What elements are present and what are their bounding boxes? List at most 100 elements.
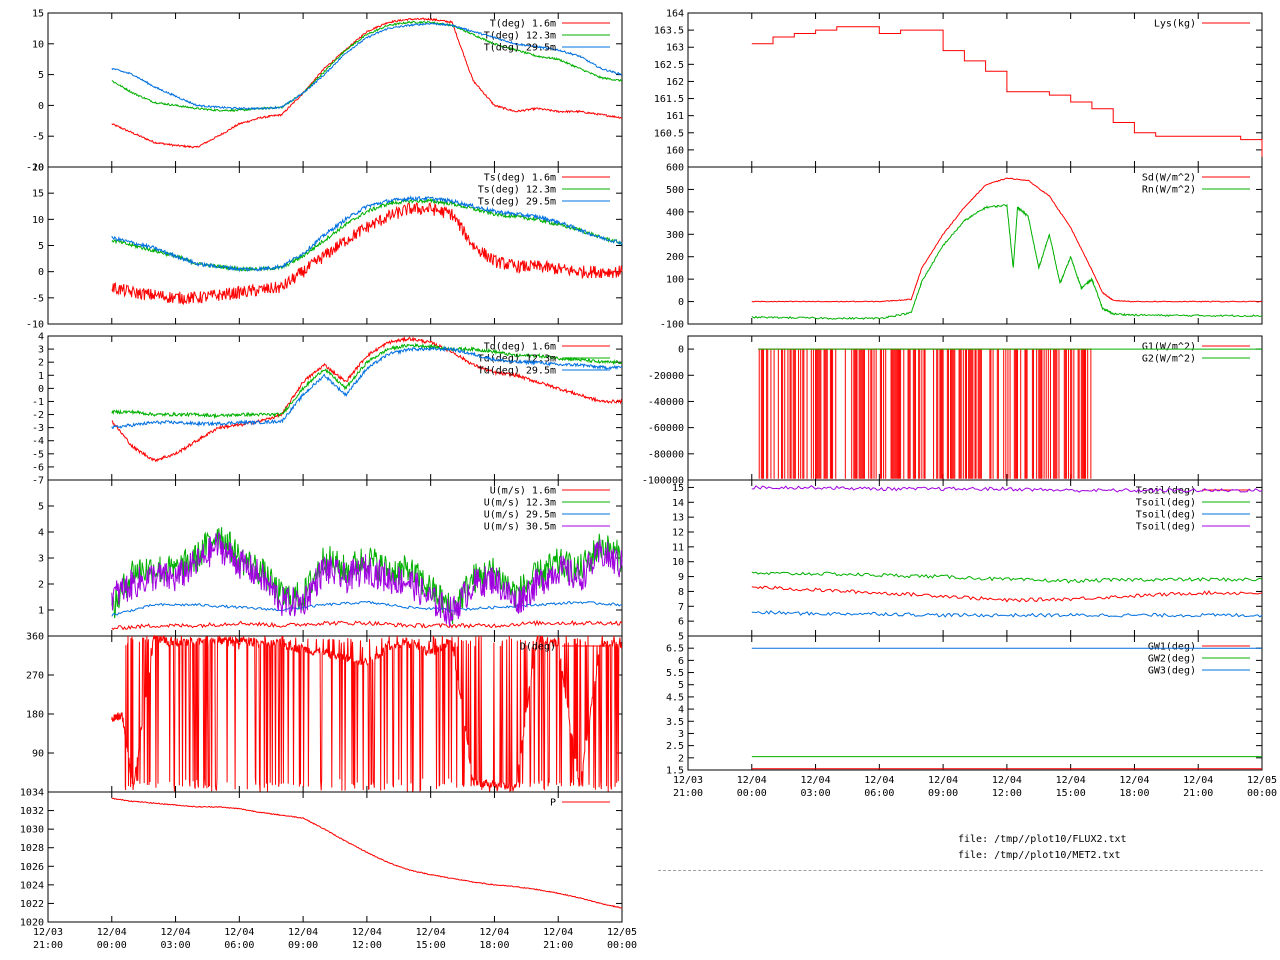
series-line	[111, 336, 623, 463]
y-tick-label: 162.5	[654, 60, 684, 71]
x-tick-label: 12:00	[992, 788, 1022, 799]
y-tick-label: 4.5	[666, 692, 684, 703]
y-tick-label: 0	[38, 384, 44, 395]
x-tick-label: 21:00	[543, 940, 573, 951]
x-tick-label: 12/04	[161, 927, 191, 938]
legend-label: Sd(W/m^2)	[1142, 173, 1196, 184]
y-tick-label: 15	[672, 483, 684, 494]
y-tick-label: 0	[38, 101, 44, 112]
y-tick-label: 300	[666, 230, 684, 241]
y-tick-label: 9	[678, 572, 684, 583]
y-tick-label: 5.5	[666, 668, 684, 679]
x-tick-label: 12/04	[1119, 775, 1149, 786]
y-tick-label: -10	[26, 163, 44, 174]
legend-label: U(m/s) 30.5m	[484, 522, 556, 533]
legend-label: Tsoil(deg)	[1136, 498, 1196, 509]
y-tick-label: 160	[666, 145, 684, 156]
y-tick-label: 0	[38, 267, 44, 278]
y-tick-label: 1022	[20, 899, 44, 910]
x-tick-label: 21:00	[33, 940, 63, 951]
y-tick-label: 4	[38, 528, 44, 539]
y-tick-label: 1024	[20, 880, 44, 891]
x-tick-label: 12/04	[97, 927, 127, 938]
x-tick-label: 00:00	[97, 940, 127, 951]
y-tick-label: 5	[678, 680, 684, 691]
y-tick-label: 12	[672, 528, 684, 539]
y-tick-label: 1030	[20, 825, 44, 836]
y-tick-label: 11	[672, 542, 684, 553]
x-tick-label: 09:00	[928, 788, 958, 799]
series-line	[111, 342, 623, 420]
y-tick-label: 1032	[20, 806, 44, 817]
y-tick-label: 7	[678, 602, 684, 613]
legend-label: Tsoil(deg)	[1136, 522, 1196, 533]
x-tick-label: 12/03	[673, 775, 703, 786]
series-line	[751, 203, 1263, 320]
y-tick-label: 14	[672, 498, 684, 509]
y-tick-label: 90	[32, 749, 44, 760]
y-tick-label: 10	[672, 557, 684, 568]
x-tick-label: 12/04	[543, 927, 573, 938]
series-line	[751, 610, 1263, 618]
series-line	[111, 345, 623, 429]
y-tick-label: -2	[32, 410, 44, 421]
x-tick-label: 12/04	[479, 927, 509, 938]
y-tick-label: -4	[32, 436, 44, 447]
series-line	[111, 619, 623, 631]
y-tick-label: 13	[672, 513, 684, 524]
y-tick-label: 2	[38, 358, 44, 369]
x-tick-label: 12/04	[864, 775, 894, 786]
y-tick-label: 3	[38, 554, 44, 565]
panel-frame	[687, 166, 1263, 325]
legend-label: P	[550, 798, 556, 809]
x-tick-label: 15:00	[1056, 788, 1086, 799]
series-line	[111, 17, 623, 149]
y-tick-label: 4	[38, 332, 44, 343]
x-tick-label: 21:00	[673, 788, 703, 799]
y-tick-label: 2.5	[666, 741, 684, 752]
y-tick-label: 5	[38, 241, 44, 252]
series-line	[751, 485, 1263, 493]
x-tick-label: 12:00	[352, 940, 382, 951]
y-tick-label: 8	[678, 587, 684, 598]
legend-label: Td(deg) 29.5m	[478, 366, 556, 377]
y-tick-label: 400	[666, 207, 684, 218]
y-tick-label: 1	[38, 371, 44, 382]
y-tick-label: 200	[666, 252, 684, 263]
series-line	[111, 20, 623, 113]
y-tick-label: 15	[32, 189, 44, 200]
x-tick-label: 09:00	[288, 940, 318, 951]
x-tick-label: 12/04	[416, 927, 446, 938]
y-tick-label: -3	[32, 423, 44, 434]
y-tick-label: 600	[666, 163, 684, 174]
y-tick-label: 1	[38, 606, 44, 617]
y-tick-label: 5	[38, 70, 44, 81]
panel-frame	[687, 12, 1263, 168]
y-tick-label: 0	[678, 345, 684, 356]
y-tick-label: 10	[32, 39, 44, 50]
y-tick-label: 3	[38, 345, 44, 356]
y-tick-label: -5	[32, 132, 44, 143]
x-tick-label: 12/04	[737, 775, 767, 786]
y-tick-label: 10	[32, 215, 44, 226]
y-tick-label: -20000	[648, 371, 684, 382]
y-tick-label: 15	[32, 9, 44, 20]
y-tick-label: -80000	[648, 449, 684, 460]
legend-label: D(deg)	[520, 642, 556, 653]
legend-label: T(deg) 29.5m	[484, 43, 556, 54]
legend-label: U(m/s) 12.3m	[484, 498, 556, 509]
panel-frame	[47, 635, 623, 793]
y-tick-label: 1028	[20, 843, 44, 854]
lysimeter-series-line	[751, 26, 1263, 157]
y-tick-label: 162	[666, 77, 684, 88]
legend-label: GW1(deg)	[1148, 642, 1196, 653]
series-line	[751, 571, 1263, 584]
legend-label: Ts(deg) 29.5m	[478, 197, 556, 208]
y-tick-label: 2	[678, 753, 684, 764]
y-tick-label: 1.5	[666, 766, 684, 777]
x-tick-label: 12/05	[607, 927, 637, 938]
series-line	[111, 531, 623, 627]
series-line	[111, 600, 623, 617]
x-tick-label: 12/03	[33, 927, 63, 938]
